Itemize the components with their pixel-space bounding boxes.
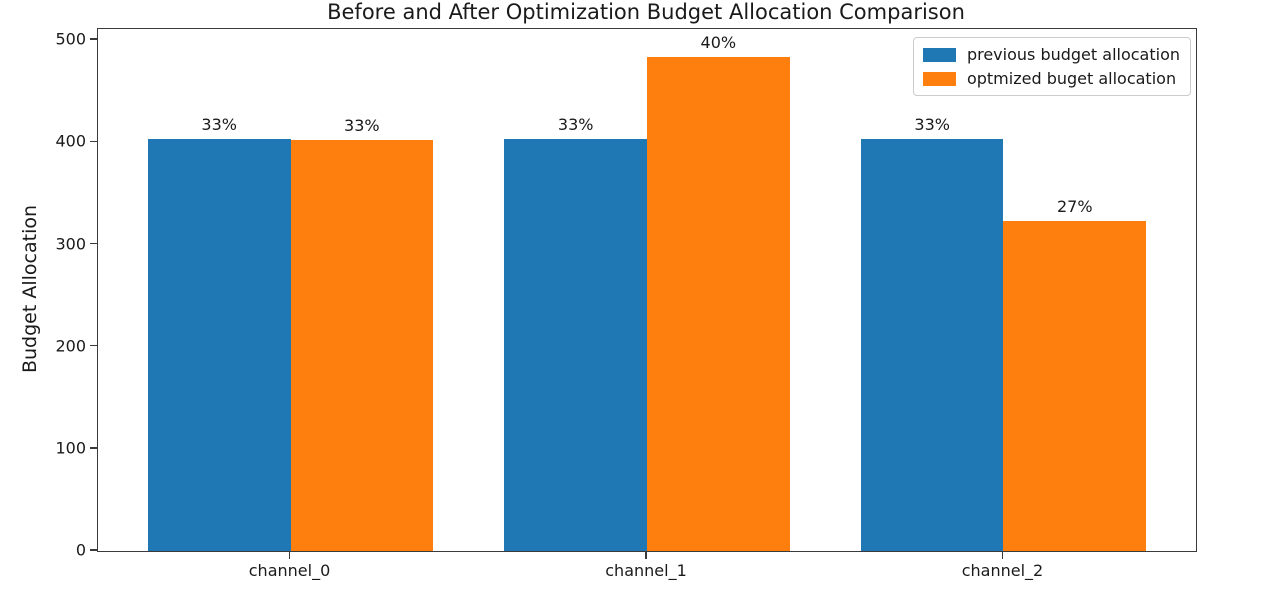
y-tick-label: 100 [55,438,86,458]
y-tick-mark [90,140,97,143]
y-tick-label: 400 [55,131,86,151]
x-tick-mark [288,551,291,559]
bar-value-label: 40% [700,32,737,52]
chart-title: Before and After Optimization Budget All… [327,0,965,24]
legend: previous budget allocation optmized buget… [912,37,1191,96]
x-tick-mark [645,551,647,559]
x-tick-label: channel_0 [248,561,331,580]
legend-label: previous budget allocation [966,45,1180,64]
plot-area: previous budget allocation optmized buget… [97,28,1197,552]
bar-channel_0-series0 [147,139,291,551]
y-tick-mark [90,549,97,551]
y-tick-label: 500 [55,29,86,49]
y-tick-mark [90,38,97,40]
legend-item-series0: previous budget allocation [922,45,1180,64]
bar-value-label: 33% [914,115,950,135]
legend-label: optmized buget allocation [966,69,1177,88]
bar-channel_0-series1 [290,140,434,551]
legend-swatch-icon [922,71,956,86]
legend-swatch-icon [922,47,956,62]
y-tick-mark [90,344,97,347]
bar-value-label: 33% [344,116,380,136]
x-tick-label: channel_2 [961,561,1044,580]
x-tick-label: channel_1 [605,561,687,580]
bar-value-label: 33% [201,115,237,135]
y-tick-mark [90,242,97,245]
bar-value-label: 27% [1057,197,1093,217]
bar-channel_2-series1 [1003,221,1147,551]
bar-channel_2-series0 [860,139,1004,551]
bar-channel_1-series0 [504,139,647,551]
x-tick-mark [1001,551,1004,559]
y-tick-label: 0 [75,540,86,560]
y-tick-mark [90,447,97,449]
bar-channel_1-series1 [647,56,790,551]
bar-value-label: 33% [557,115,594,135]
y-tick-label: 300 [55,234,86,254]
legend-item-series1: optmized buget allocation [922,69,1180,88]
y-tick-label: 200 [55,336,86,356]
